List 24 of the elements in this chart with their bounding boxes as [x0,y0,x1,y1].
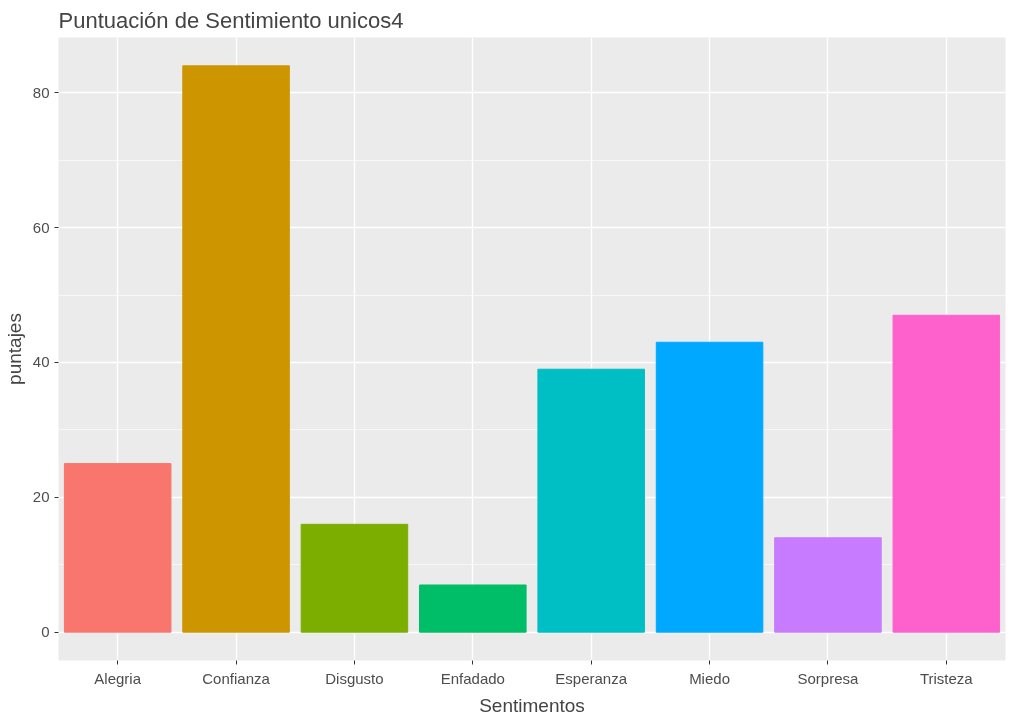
bar [655,341,764,633]
x-tick-label: Miedo [689,669,730,687]
x-tick-label: Sorpresa [797,669,860,687]
x-tick-label: Esperanza [555,669,628,687]
bar [419,584,527,633]
x-tick-label: Enfadado [440,669,505,687]
y-tick-label: 40 [32,353,50,371]
bar [63,463,172,633]
chart-title: Puntuación de Sentimiento unicos4 [58,7,404,33]
x-tick-label: Alegria [94,669,142,687]
x-tick-label: Disgusto [325,669,384,687]
x-axis-title: Sentimentos [479,694,585,716]
bar [300,523,409,633]
y-tick-label: 60 [32,218,50,236]
bar [182,65,290,633]
y-axis-title: puntajes [3,313,25,385]
y-tick-label: 20 [32,488,50,506]
x-tick-label: Tristeza [919,669,974,687]
bar [774,537,882,633]
x-tick-label: Confianza [202,669,271,687]
y-tick-label: 80 [32,83,50,101]
bar [892,314,1001,633]
bar [537,368,645,633]
y-tick-label: 0 [41,623,50,641]
